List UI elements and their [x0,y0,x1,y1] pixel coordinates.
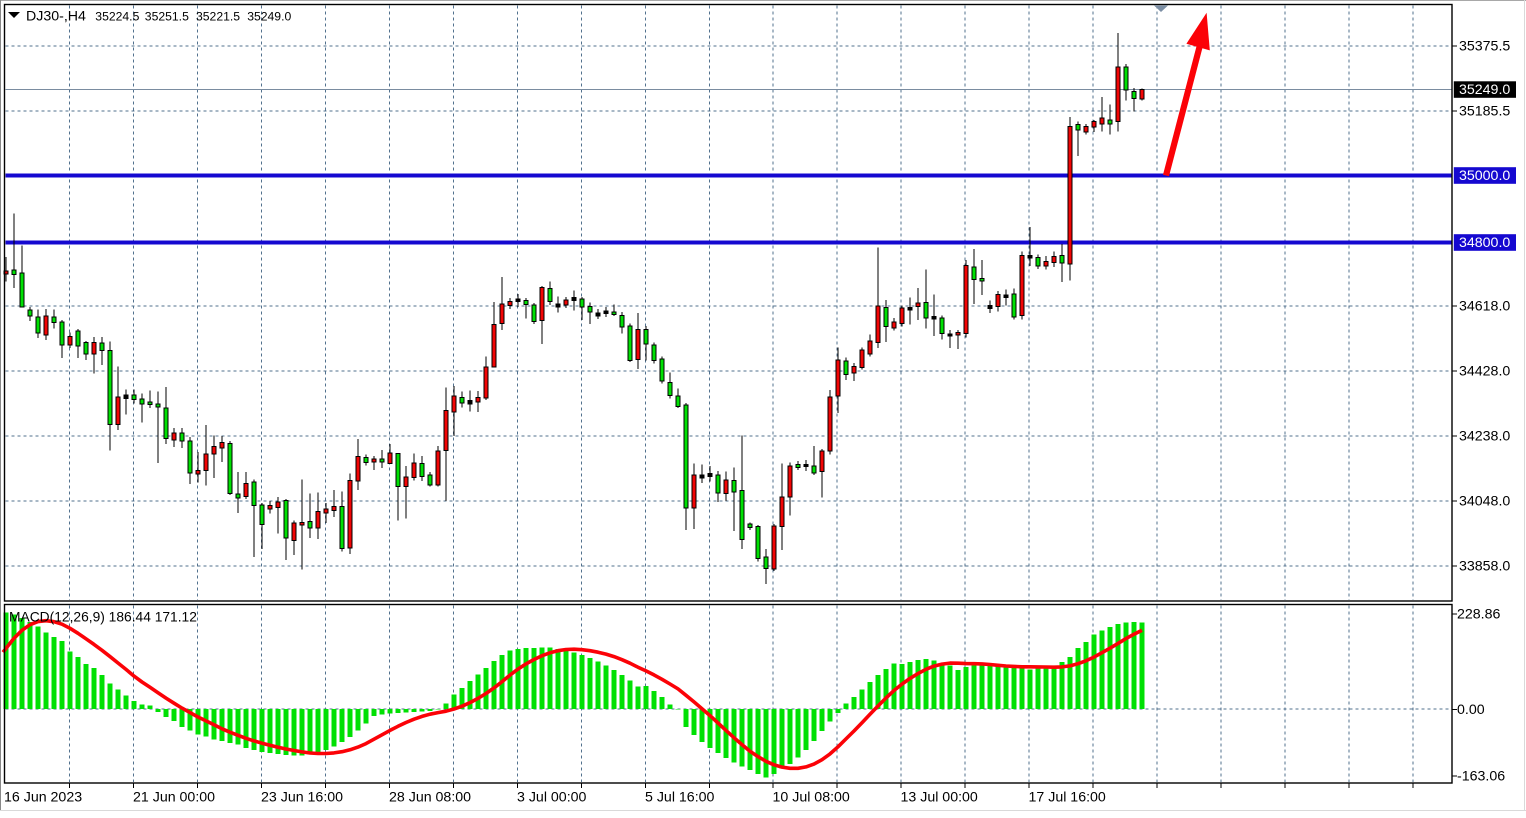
svg-text:28 Jun 08:00: 28 Jun 08:00 [389,790,471,806]
svg-text:33858.0: 33858.0 [1459,559,1510,575]
svg-text:34800.0: 34800.0 [1459,235,1510,251]
svg-text:35251.5: 35251.5 [145,10,189,24]
svg-text:23 Jun 16:00: 23 Jun 16:00 [261,790,343,806]
svg-text:-163.06: -163.06 [1457,768,1505,784]
svg-text:5 Jul 16:00: 5 Jul 16:00 [645,790,715,806]
svg-text:0.00: 0.00 [1457,702,1485,718]
svg-text:21 Jun 00:00: 21 Jun 00:00 [133,790,215,806]
svg-text:34618.0: 34618.0 [1459,299,1510,315]
svg-text:34428.0: 34428.0 [1459,364,1510,380]
svg-text:35000.0: 35000.0 [1459,168,1510,184]
svg-text:228.86: 228.86 [1457,607,1501,623]
svg-text:34048.0: 34048.0 [1459,494,1510,510]
svg-text:35221.5: 35221.5 [196,10,240,24]
svg-text:35224.5: 35224.5 [95,10,139,24]
svg-text:17 Jul 16:00: 17 Jul 16:00 [1029,790,1106,806]
svg-text:DJ30-,H4: DJ30-,H4 [26,9,86,25]
svg-text:35249.0: 35249.0 [1459,82,1510,98]
svg-text:35375.5: 35375.5 [1459,39,1510,55]
svg-text:35249.0: 35249.0 [247,10,291,24]
svg-text:3 Jul 00:00: 3 Jul 00:00 [517,790,587,806]
svg-text:10 Jul 08:00: 10 Jul 08:00 [773,790,850,806]
svg-text:34238.0: 34238.0 [1459,429,1510,445]
svg-text:MACD(12,26,9) 186.44 171.12: MACD(12,26,9) 186.44 171.12 [9,610,197,625]
svg-text:16 Jun 2023: 16 Jun 2023 [4,790,82,806]
svg-text:35185.5: 35185.5 [1459,104,1510,120]
svg-text:13 Jul 00:00: 13 Jul 00:00 [901,790,978,806]
